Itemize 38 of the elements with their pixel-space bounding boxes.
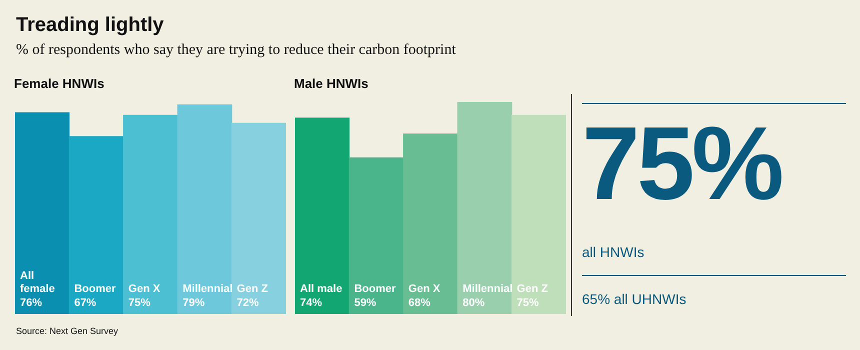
data-label: 79% (182, 297, 205, 309)
data-label: 72% (236, 297, 260, 309)
data-label: 59% (354, 297, 376, 309)
bar (295, 118, 350, 314)
bar (511, 114, 566, 314)
chart-title: Male HNWIs (294, 76, 368, 91)
x-tick-label: Boomer (74, 283, 116, 295)
bar (68, 136, 124, 314)
x-tick-label: Gen Z (516, 283, 548, 295)
x-tick-label: Millennial (182, 283, 233, 295)
data-label: 67% (74, 297, 96, 309)
data-label: 74% (300, 297, 322, 309)
data-label: 68% (408, 297, 431, 309)
x-tick-label: Boomer (354, 283, 396, 295)
text: 75% (582, 105, 782, 224)
bar (457, 102, 512, 314)
x-tick-label: Gen Z (236, 283, 268, 295)
bar (231, 122, 286, 314)
x-tick-label: All male (300, 283, 342, 295)
data-label: 76% (20, 297, 42, 309)
bar (348, 157, 404, 314)
bar (177, 104, 232, 314)
text: % of respondents who say they are trying to reduce their carbon footprint (16, 42, 456, 59)
bar (15, 112, 70, 314)
text: Treading lightly (16, 14, 164, 37)
x-tick-label: All female (20, 270, 55, 295)
x-tick-label: Gen X (128, 283, 161, 295)
bar (123, 114, 178, 314)
data-label: 80% (462, 297, 485, 309)
text: all HNWIs (582, 244, 644, 260)
x-tick-label: Gen X (408, 283, 441, 295)
bar (403, 133, 458, 314)
data-label: 75% (516, 297, 540, 309)
data-label: 75% (128, 297, 151, 309)
source-note: Source: Next Gen Survey (16, 326, 118, 336)
chart-title: Female HNWIs (14, 76, 104, 91)
text: 65% all UHNWIs (582, 291, 686, 307)
x-tick-label: Millennial (462, 283, 513, 295)
